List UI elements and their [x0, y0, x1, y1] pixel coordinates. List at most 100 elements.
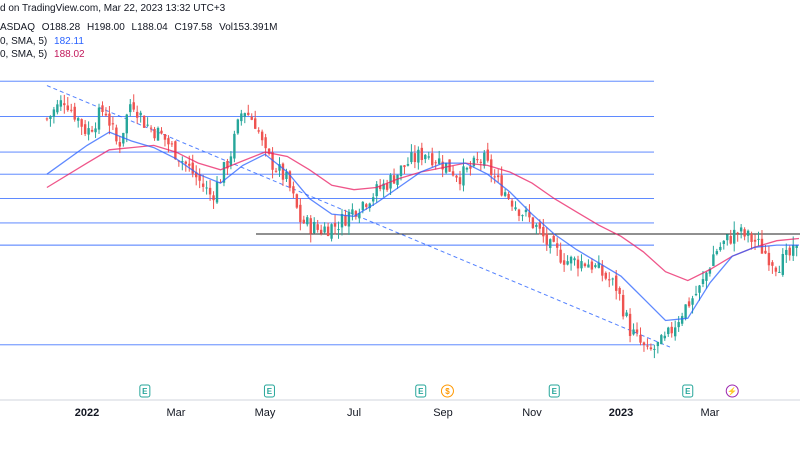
candle-body	[528, 212, 531, 218]
candle	[531, 216, 535, 230]
candle	[87, 121, 90, 141]
candle-body	[281, 163, 285, 180]
candle-body	[792, 244, 795, 256]
candle	[729, 229, 732, 245]
candle	[156, 126, 160, 141]
candle-body	[483, 152, 486, 166]
x-tick-label: 2023	[609, 407, 633, 419]
candle	[597, 255, 601, 269]
candle	[788, 245, 791, 261]
earnings-marker[interactable]: E	[263, 384, 275, 398]
candle	[455, 174, 458, 183]
candle-body	[236, 119, 240, 134]
event-symbol: E	[552, 387, 558, 396]
ma-fast-value: 182.11	[54, 36, 84, 47]
candle	[521, 214, 524, 222]
candle-body	[753, 239, 757, 242]
candle	[344, 209, 347, 227]
candle	[614, 269, 618, 300]
candle-body	[611, 278, 614, 280]
candle-body	[694, 293, 698, 296]
ma-fast-label: 0, SMA, 5)	[0, 36, 48, 47]
earnings-marker[interactable]: E	[139, 384, 151, 398]
candle-body	[604, 272, 607, 279]
candle-body	[156, 127, 160, 141]
candle	[705, 271, 708, 289]
candle	[267, 147, 271, 156]
candle	[649, 343, 653, 351]
earnings-marker[interactable]: E	[548, 384, 560, 398]
candle-body	[111, 123, 115, 125]
candle-body	[795, 244, 798, 248]
candle	[264, 133, 267, 157]
candle	[330, 223, 333, 242]
candle-body	[750, 233, 753, 242]
candle-body	[83, 124, 87, 134]
candle-body	[59, 100, 63, 107]
candle	[639, 327, 642, 346]
candle	[80, 118, 83, 135]
candle-body	[670, 326, 673, 334]
candle	[340, 208, 344, 236]
candle-body	[597, 262, 601, 268]
candle-body	[229, 156, 233, 166]
candle-body	[351, 209, 354, 215]
ma-fast-legend[interactable]: 0, SMA, 5) 182.11	[0, 36, 88, 47]
ma-slow-line	[46, 144, 800, 282]
candle-body	[601, 265, 604, 276]
candle	[122, 132, 125, 147]
candle-body	[260, 131, 264, 141]
earnings-marker[interactable]: E	[682, 384, 694, 398]
ohlc-legend: ASDAQ O188.28 H198.00 L188.04 C197.58 Vo…	[0, 22, 281, 33]
candle-body	[649, 347, 653, 350]
candle-body	[566, 261, 569, 265]
candle-body	[184, 161, 187, 164]
candle	[674, 320, 677, 341]
dividend-marker[interactable]: $	[440, 384, 454, 398]
candle-body	[552, 235, 555, 242]
candle-body	[469, 166, 472, 169]
candle	[292, 181, 295, 199]
candle	[656, 341, 660, 354]
candle-body	[347, 211, 351, 227]
candle-body	[385, 183, 389, 190]
event-badge	[139, 384, 151, 398]
candle	[500, 166, 503, 197]
candle-body	[729, 236, 732, 244]
candle	[434, 160, 437, 170]
split-marker[interactable]: ⚡	[725, 384, 739, 398]
candle	[653, 344, 656, 359]
candle	[63, 94, 66, 114]
x-tick-label: Jul	[347, 407, 361, 419]
candle-body	[465, 167, 469, 170]
candle	[260, 129, 264, 146]
candle-body	[87, 128, 90, 135]
candle-body	[542, 227, 545, 237]
candle	[247, 104, 250, 116]
candle	[410, 144, 413, 165]
candle-body	[684, 304, 687, 319]
candle	[76, 116, 80, 128]
candle	[385, 179, 389, 192]
x-tick-label: Mar	[701, 407, 720, 419]
candle	[503, 188, 507, 198]
candle	[70, 103, 73, 113]
candle-body	[427, 156, 430, 158]
candle	[757, 231, 760, 246]
candle-body	[594, 265, 597, 268]
candle-body	[396, 174, 399, 185]
candle-body	[375, 184, 378, 197]
event-symbol: E	[142, 387, 148, 396]
candle-body	[188, 163, 191, 166]
candle-body	[340, 213, 344, 228]
earnings-marker[interactable]: E	[415, 384, 427, 398]
candle	[684, 304, 687, 321]
candle	[778, 265, 781, 273]
ma-slow-legend[interactable]: 0, SMA, 5) 188.02	[0, 49, 89, 60]
candle-body	[240, 113, 243, 122]
candle-body	[101, 105, 104, 113]
volume-value: Vol153.391M	[219, 22, 278, 33]
candle	[201, 174, 205, 192]
candle-body	[507, 193, 510, 199]
